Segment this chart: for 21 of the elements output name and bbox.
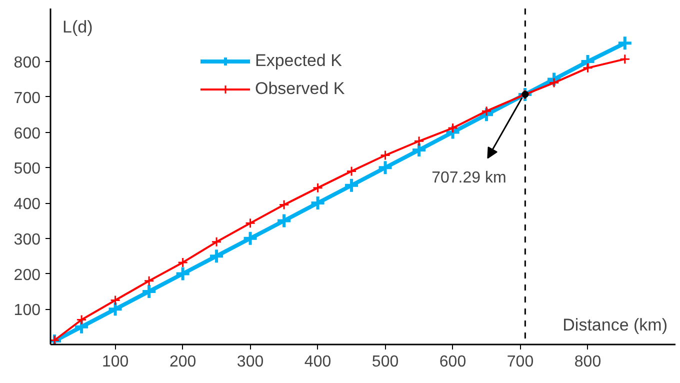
y-tick-label: 800 — [14, 54, 41, 72]
x-tick-label: 300 — [236, 354, 264, 370]
y-tick-label: 600 — [14, 125, 41, 142]
y-tick-label: 700 — [14, 90, 41, 107]
x-tick-label: 800 — [574, 354, 602, 370]
x-tick-label: 400 — [304, 354, 332, 370]
y-tick-label: 100 — [14, 302, 41, 320]
y-tick-label: 300 — [14, 231, 41, 248]
x-tick-label: 200 — [169, 354, 196, 370]
x-tick-label: 100 — [102, 354, 129, 370]
x-tick-label: 700 — [506, 354, 534, 370]
annotation: 707.29 km — [432, 169, 506, 186]
x-tick-label: 500 — [372, 354, 399, 370]
y-tick-label: 200 — [14, 266, 41, 284]
y-axis-title: L(d) — [62, 18, 93, 36]
x-tick-label: 600 — [439, 354, 466, 370]
legend-label: Expected K — [255, 51, 342, 71]
y-tick-label: 400 — [14, 196, 41, 214]
x-axis-title: Distance (km) — [562, 316, 668, 334]
y-tick-label: 500 — [14, 160, 41, 178]
legend-label: Observed K — [255, 79, 345, 99]
